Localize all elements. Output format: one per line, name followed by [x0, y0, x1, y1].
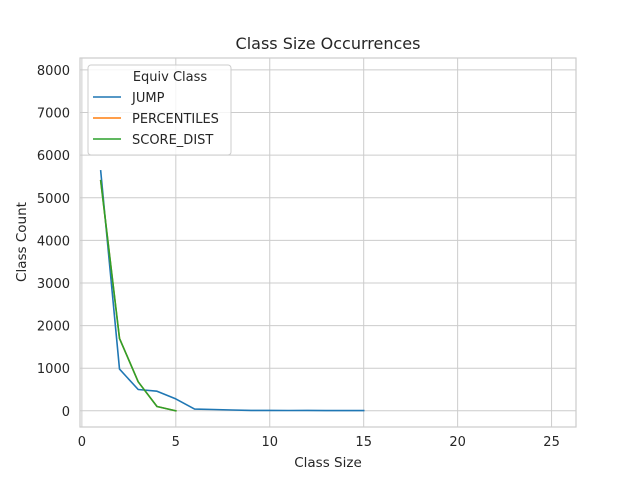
y-axis-label: Class Count: [14, 202, 30, 282]
y-tick-label: 8000: [37, 64, 70, 79]
grid: [80, 58, 576, 427]
legend-title: Equiv Class: [133, 70, 208, 85]
plot-frame: [79, 57, 577, 428]
x-tick-label: 5: [172, 435, 180, 450]
y-tick-label: 2000: [37, 320, 70, 335]
y-tick-labels: 0 1000 2000 3000 4000 5000 6000 7000 8000: [37, 64, 70, 420]
x-tick-label: 15: [355, 435, 372, 450]
series-line-score-dist: [99, 179, 177, 412]
x-tick-label: 20: [449, 435, 466, 450]
legend-box: [87, 64, 232, 156]
x-tick-label: 25: [543, 435, 560, 450]
y-tick-label: 5000: [37, 192, 70, 207]
x-tick-labels: 0 5 10 15 20 25: [78, 435, 560, 450]
y-tick-label: 7000: [37, 107, 70, 122]
legend-label: JUMP: [131, 91, 165, 106]
legend-label: SCORE_DIST: [132, 133, 213, 148]
x-tick-label: 0: [78, 435, 86, 450]
series-layer: [99, 170, 365, 412]
axes: [79, 57, 577, 428]
y-tick-label: 3000: [37, 277, 70, 292]
legend-label: PERCENTILES: [132, 112, 219, 127]
x-axis-label: Class Size: [294, 455, 362, 471]
y-tick-label: 0: [62, 405, 70, 420]
y-tick-label: 1000: [37, 362, 70, 377]
y-tick-label: 4000: [37, 234, 70, 249]
y-tick-label: 6000: [37, 149, 70, 164]
chart-title: Class Size Occurrences: [236, 34, 421, 53]
legend: Equiv Class JUMP PERCENTILES SCORE_DIST: [87, 64, 232, 156]
x-tick-label: 10: [261, 435, 278, 450]
